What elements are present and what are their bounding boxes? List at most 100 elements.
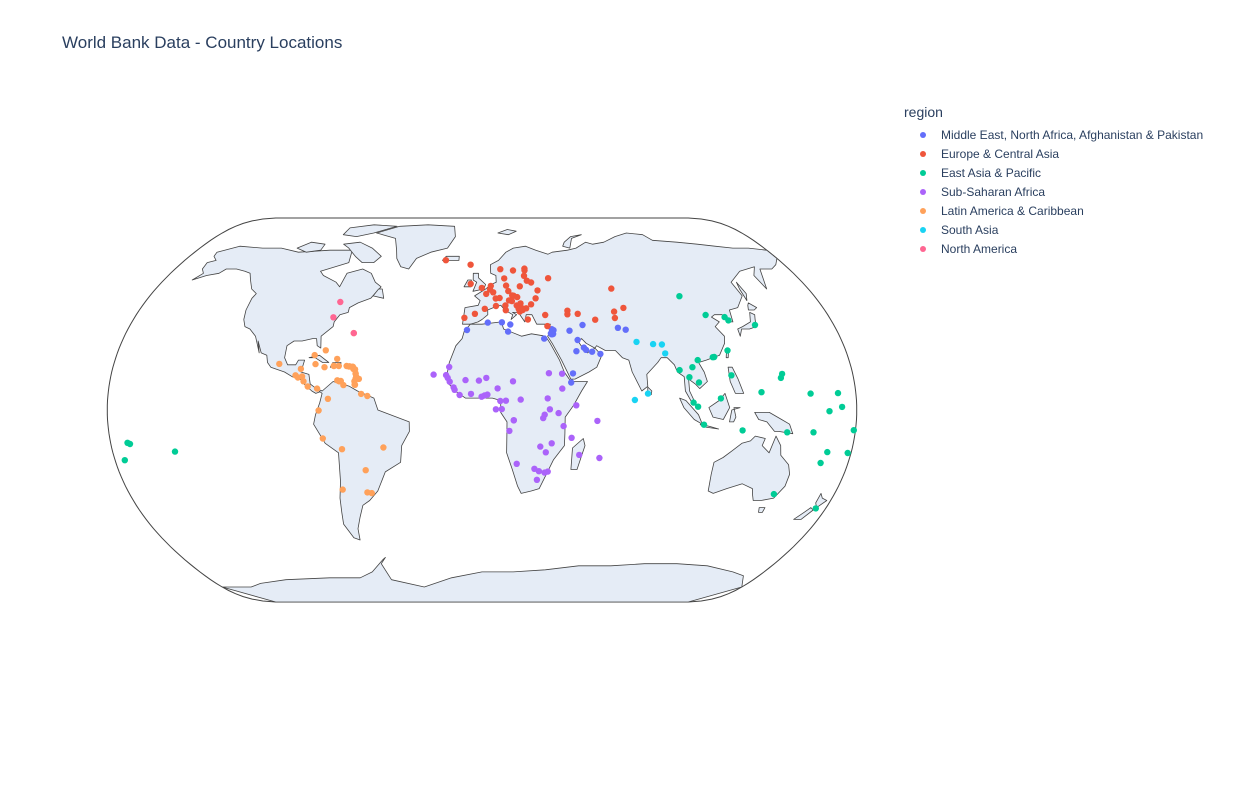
country-point[interactable] <box>527 301 535 308</box>
country-point[interactable] <box>709 354 716 361</box>
country-point[interactable] <box>555 409 562 417</box>
country-point[interactable] <box>484 391 491 398</box>
country-point[interactable] <box>739 427 746 434</box>
country-point[interactable] <box>330 362 338 369</box>
country-point[interactable] <box>517 396 524 403</box>
country-point[interactable] <box>351 381 359 388</box>
country-point[interactable] <box>524 316 532 323</box>
country-point[interactable] <box>462 376 469 384</box>
country-point[interactable] <box>531 465 538 472</box>
country-point[interactable] <box>559 385 566 392</box>
country-point[interactable] <box>566 327 573 334</box>
country-point[interactable] <box>321 364 328 371</box>
country-point[interactable] <box>542 449 549 456</box>
country-point[interactable] <box>506 427 513 435</box>
country-point[interactable] <box>490 289 497 296</box>
country-point[interactable] <box>484 319 491 326</box>
country-point[interactable] <box>362 467 369 474</box>
country-point[interactable] <box>676 366 683 374</box>
country-point[interactable] <box>516 283 523 290</box>
country-point[interactable] <box>686 374 693 381</box>
country-point[interactable] <box>510 417 517 424</box>
country-point[interactable] <box>694 356 701 364</box>
country-point[interactable] <box>594 417 601 425</box>
country-point[interactable] <box>276 360 283 368</box>
country-point[interactable] <box>725 317 732 324</box>
country-point[interactable] <box>576 451 583 459</box>
country-point[interactable] <box>568 434 575 441</box>
country-point[interactable] <box>717 395 725 402</box>
country-point[interactable] <box>689 364 696 371</box>
country-point[interactable] <box>758 389 765 396</box>
country-point[interactable] <box>338 446 346 453</box>
country-point[interactable] <box>467 390 475 398</box>
country-point[interactable] <box>728 372 735 379</box>
country-point[interactable] <box>340 381 347 389</box>
country-point[interactable] <box>319 435 326 442</box>
country-point[interactable] <box>560 422 567 430</box>
country-point[interactable] <box>467 280 474 287</box>
country-point[interactable] <box>700 421 708 428</box>
country-point[interactable] <box>596 454 603 462</box>
country-point[interactable] <box>547 330 555 337</box>
country-point[interactable] <box>446 363 453 371</box>
country-point[interactable] <box>498 319 506 326</box>
series-6[interactable] <box>330 298 357 337</box>
country-point[interactable] <box>171 448 179 455</box>
country-point[interactable] <box>492 302 500 310</box>
country-point[interactable] <box>509 292 516 299</box>
legend-item[interactable]: North America <box>904 239 1203 258</box>
country-point[interactable] <box>498 405 505 413</box>
country-point[interactable] <box>582 346 590 353</box>
country-point[interactable] <box>520 272 528 279</box>
country-point[interactable] <box>826 408 833 415</box>
country-point[interactable] <box>544 275 552 282</box>
country-point[interactable] <box>509 378 517 385</box>
country-point[interactable] <box>592 316 599 323</box>
country-point[interactable] <box>517 300 524 307</box>
country-point[interactable] <box>496 294 503 302</box>
legend-item[interactable]: Europe & Central Asia <box>904 144 1203 163</box>
country-point[interactable] <box>337 298 344 306</box>
country-point[interactable] <box>574 310 581 317</box>
country-point[interactable] <box>481 305 488 312</box>
country-point[interactable] <box>497 397 504 405</box>
country-point[interactable] <box>483 290 490 298</box>
country-point[interactable] <box>573 402 580 409</box>
country-point[interactable] <box>527 279 535 286</box>
country-point[interactable] <box>574 336 581 344</box>
country-point[interactable] <box>620 304 627 312</box>
country-point[interactable] <box>534 287 541 294</box>
country-point[interactable] <box>807 390 814 397</box>
country-point[interactable] <box>513 460 520 467</box>
country-point[interactable] <box>508 297 516 305</box>
country-point[interactable] <box>312 360 319 368</box>
country-point[interactable] <box>478 284 485 292</box>
country-point[interactable] <box>545 370 553 377</box>
country-point[interactable] <box>597 350 604 358</box>
country-point[interactable] <box>658 341 666 348</box>
country-point[interactable] <box>492 406 500 413</box>
country-point[interactable] <box>610 308 618 315</box>
country-point[interactable] <box>546 406 554 413</box>
country-point[interactable] <box>313 385 321 392</box>
country-point[interactable] <box>501 275 508 282</box>
country-point[interactable] <box>502 307 509 314</box>
country-point[interactable] <box>298 373 306 380</box>
country-point[interactable] <box>334 355 341 363</box>
country-point[interactable] <box>475 377 483 384</box>
country-point[interactable] <box>315 407 322 414</box>
country-point[interactable] <box>502 282 510 289</box>
legend-item[interactable]: East Asia & Pacific <box>904 163 1203 182</box>
country-point[interactable] <box>544 322 551 330</box>
country-point[interactable] <box>542 311 549 319</box>
country-point[interactable] <box>456 391 463 399</box>
country-point[interactable] <box>614 324 622 331</box>
country-point[interactable] <box>770 490 778 498</box>
country-point[interactable] <box>824 448 831 456</box>
country-point[interactable] <box>368 489 375 497</box>
country-point[interactable] <box>569 370 577 377</box>
country-point[interactable] <box>573 348 580 355</box>
country-point[interactable] <box>463 326 471 334</box>
country-point[interactable] <box>519 305 526 312</box>
